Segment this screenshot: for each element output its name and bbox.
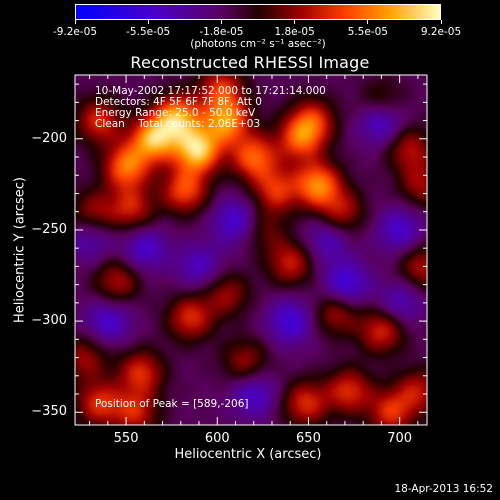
colorbar-tick	[74, 20, 76, 24]
datestamp: 18-Apr-2013 16:52	[394, 483, 493, 495]
y-tick-label: −200	[31, 130, 67, 146]
colorbar-tick	[147, 20, 149, 24]
x-tick-label: 650	[296, 431, 321, 446]
colorbar-tick-label: 5.5e-05	[347, 26, 388, 38]
annotation-peak: Position of Peak = [589,-206]	[95, 398, 249, 410]
y-axis-label: Heliocentric Y (arcsec)	[12, 177, 28, 323]
colorbar-tick-label: -9.2e-05	[52, 26, 98, 38]
colorbar-tick	[440, 20, 442, 24]
colorbar-tick	[220, 20, 222, 24]
colorbar-unit-label: (photons cm⁻² s⁻¹ asec⁻²)	[190, 38, 326, 50]
colorbar-tick	[367, 20, 369, 24]
annotation-detectors: Detectors: 4F 5F 6F 7F 8F, Att 0	[95, 96, 262, 108]
chart-title: Reconstructed RHESSI Image	[130, 53, 370, 72]
y-tick-label: −250	[31, 221, 67, 237]
y-tick-label: −350	[31, 404, 67, 420]
x-tick-label: 550	[113, 431, 139, 446]
plot-frame	[74, 74, 428, 426]
x-axis-label: Heliocentric X (arcsec)	[174, 447, 322, 462]
colorbar-tick-label: 1.8e-05	[274, 26, 315, 38]
annotation-clean: Clean Total counts: 2.06E+03	[95, 118, 261, 130]
colorbar-tick-label: 9.2e-05	[420, 26, 462, 38]
annotation-time: 10-May-2002 17:17:52.000 to 17:21:14.000	[95, 85, 326, 97]
colorbar	[75, 4, 441, 20]
x-tick-label: 600	[204, 431, 230, 446]
annotation-energy: Energy Range: 25.0 - 50.0 keV	[95, 107, 256, 119]
colorbar-tick-label: -1.8e-05	[199, 26, 244, 38]
x-tick-label: 700	[387, 431, 413, 446]
heatmap-image	[75, 75, 427, 425]
colorbar-tick	[294, 20, 296, 24]
colorbar-tick-label: -5.5e-05	[126, 26, 171, 38]
y-tick-label: −300	[31, 313, 67, 329]
